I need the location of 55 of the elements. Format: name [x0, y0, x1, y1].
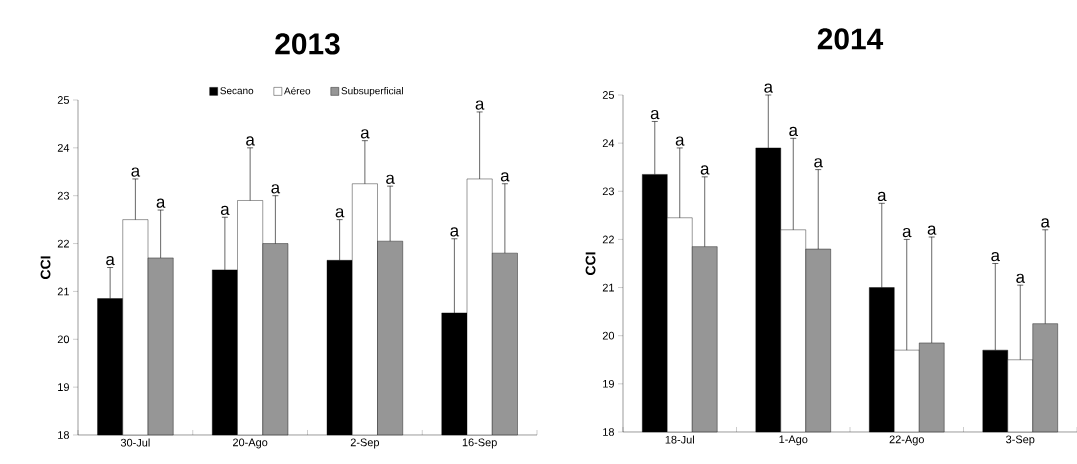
- annotation: a: [902, 227, 912, 238]
- annotation: a: [131, 167, 141, 177]
- x-tick-label: 1-Ago: [779, 435, 808, 446]
- legend-label: Subsuperficial: [341, 87, 403, 97]
- text: a: [764, 83, 773, 93]
- y-tick-label: 24: [602, 139, 615, 147]
- annotation: a: [650, 109, 660, 120]
- y-tick-label: 22: [602, 235, 614, 244]
- y-tick-label: 18: [58, 431, 69, 439]
- annotation: a: [156, 198, 166, 208]
- y-tick-label: 21: [602, 283, 614, 292]
- y-axis-title: CCI: [40, 256, 51, 279]
- annotation: a: [927, 225, 937, 235]
- y-tick-label: 22: [57, 239, 69, 248]
- annotation: a: [991, 252, 1000, 262]
- x-tick-label: 22-Ago: [889, 435, 924, 446]
- annotation: a: [814, 158, 823, 168]
- x-tick-label: 20-Ago: [233, 438, 268, 449]
- x-tick-label: 18-Jul: [665, 435, 694, 444]
- chart-title: 2013: [275, 33, 340, 55]
- y-tick-label: 25: [602, 91, 615, 99]
- annotation: a: [475, 100, 485, 110]
- annotation: a: [271, 184, 281, 194]
- chart-title: 2014: [817, 28, 884, 50]
- annotation: a: [700, 165, 710, 175]
- annotation: a: [360, 129, 370, 139]
- y-tick-label: 25: [57, 96, 70, 104]
- legend-label: Aéreo: [284, 86, 311, 95]
- annotation: a: [246, 136, 255, 146]
- annotation: a: [220, 205, 230, 216]
- y-tick-label: 21: [57, 287, 69, 296]
- x-tick-label: 3-Sep: [1006, 435, 1035, 446]
- y-tick-label: 19: [58, 383, 69, 392]
- x-tick-label: 2-Sep: [350, 438, 380, 449]
- annotation: a: [386, 174, 395, 184]
- annotation: a: [877, 191, 887, 202]
- y-tick-label: 23: [57, 191, 69, 200]
- annotation: a: [335, 208, 345, 218]
- annotation: a: [789, 126, 798, 137]
- x-tick-label: 30-Jul: [120, 438, 150, 447]
- y-tick-label: 24: [57, 144, 70, 152]
- annotation: a: [106, 256, 115, 266]
- annotation: a: [500, 172, 510, 182]
- annotation: a: [1016, 273, 1025, 283]
- y-tick-label: 18: [603, 428, 614, 436]
- y-tick-label: 23: [602, 187, 614, 196]
- annotation: a: [1041, 218, 1050, 228]
- y-tick-label: 20: [602, 331, 615, 340]
- annotation: a: [450, 227, 460, 237]
- legend-label: Secano: [220, 87, 254, 95]
- x-tick-label: 16-Sep: [462, 438, 497, 449]
- y-tick-label: 20: [57, 335, 70, 344]
- y-axis-title: CCI: [585, 252, 596, 275]
- annotation: a: [675, 136, 685, 146]
- y-tick-label: 19: [603, 379, 614, 388]
